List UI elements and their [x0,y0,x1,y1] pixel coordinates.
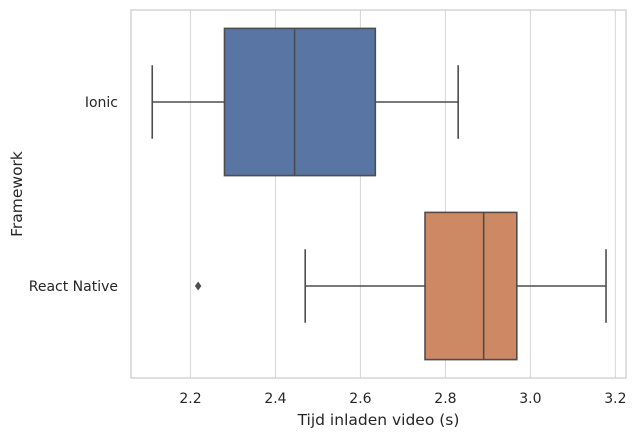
box-group [151,27,459,177]
x-tick-label: 3.2 [604,391,626,407]
x-tick-label: 3.0 [519,391,541,407]
x-tick-label: 2.4 [264,391,286,407]
x-axis-label: Tijd inladen video (s) [297,411,460,429]
y-tick-label: React Native [29,279,118,295]
x-tick-label: 2.2 [179,391,201,407]
y-tick-label: Ionic [85,95,118,111]
tick-layer: 2.2 2.4 2.6 2.8 3.0 3.2 Ionic React Native [29,95,627,407]
plot-frame [130,9,627,379]
x-tick-label: 2.6 [349,391,371,407]
x-tick-label: 2.8 [434,391,456,407]
outlier-point [194,281,202,291]
box-group [194,211,607,361]
iqr-box [424,211,518,361]
y-axis-label: Framework [8,151,26,237]
iqr-box [223,27,377,177]
box-layer [151,27,607,361]
